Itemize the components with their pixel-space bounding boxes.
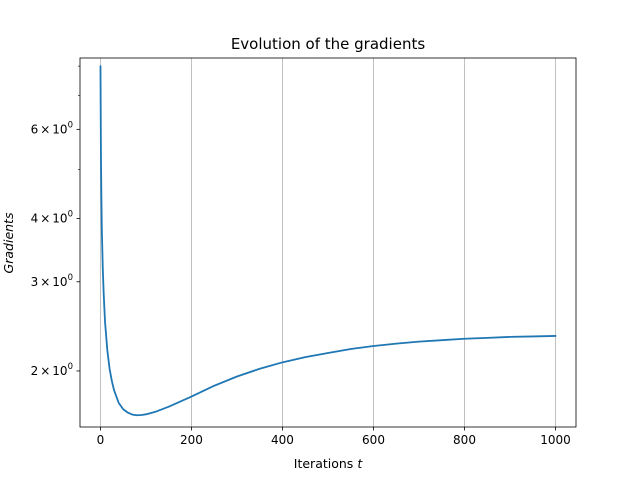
- y-axis-label: Gradients: [1, 212, 16, 273]
- chart-title: Evolution of the gradients: [231, 35, 426, 53]
- y-tick-exponent: 0: [68, 210, 73, 220]
- gradients-series-line: [99, 65, 557, 417]
- y-tick-base: 2: [31, 364, 39, 378]
- y-tick-power: 10: [52, 275, 67, 289]
- y-tick-label: 2 × 100: [31, 362, 73, 378]
- plot-frame: [79, 57, 577, 428]
- y-tick-base: 3: [31, 275, 39, 289]
- y-tick-label: 6 × 100: [31, 120, 73, 136]
- y-tick-times: ×: [40, 122, 50, 136]
- x-tick-label: 600: [362, 433, 385, 447]
- y-tick-label: 4 × 100: [31, 210, 73, 226]
- x-gridlines: [100, 58, 556, 427]
- x-tick-label: 400: [271, 433, 294, 447]
- y-tick-times: ×: [40, 212, 50, 226]
- y-tick-times: ×: [40, 275, 50, 289]
- series-group: [99, 65, 557, 417]
- x-axis-label: Iterations t: [294, 456, 364, 471]
- y-tick-base: 6: [31, 122, 39, 136]
- x-tick-label: 1000: [540, 433, 571, 447]
- y-tick-base: 4: [31, 212, 39, 226]
- x-tick-label: 200: [180, 433, 203, 447]
- y-tick-power: 10: [52, 364, 67, 378]
- y-tick-exponent: 0: [68, 273, 73, 283]
- y-tick-power: 10: [52, 122, 67, 136]
- x-axis-label-variable: t: [357, 456, 363, 471]
- y-tick-power: 10: [52, 212, 67, 226]
- x-tick-label: 800: [453, 433, 476, 447]
- y-tick-exponent: 0: [68, 362, 73, 372]
- y-tick-times: ×: [40, 364, 50, 378]
- y-tick-exponent: 0: [68, 120, 73, 130]
- y-tick-label: 3 × 100: [31, 273, 73, 289]
- x-tick-label: 0: [97, 433, 105, 447]
- x-axis-label-text: Iterations: [294, 456, 354, 471]
- x-axis-ticks: 0 200 400 600 800 1000: [97, 427, 571, 447]
